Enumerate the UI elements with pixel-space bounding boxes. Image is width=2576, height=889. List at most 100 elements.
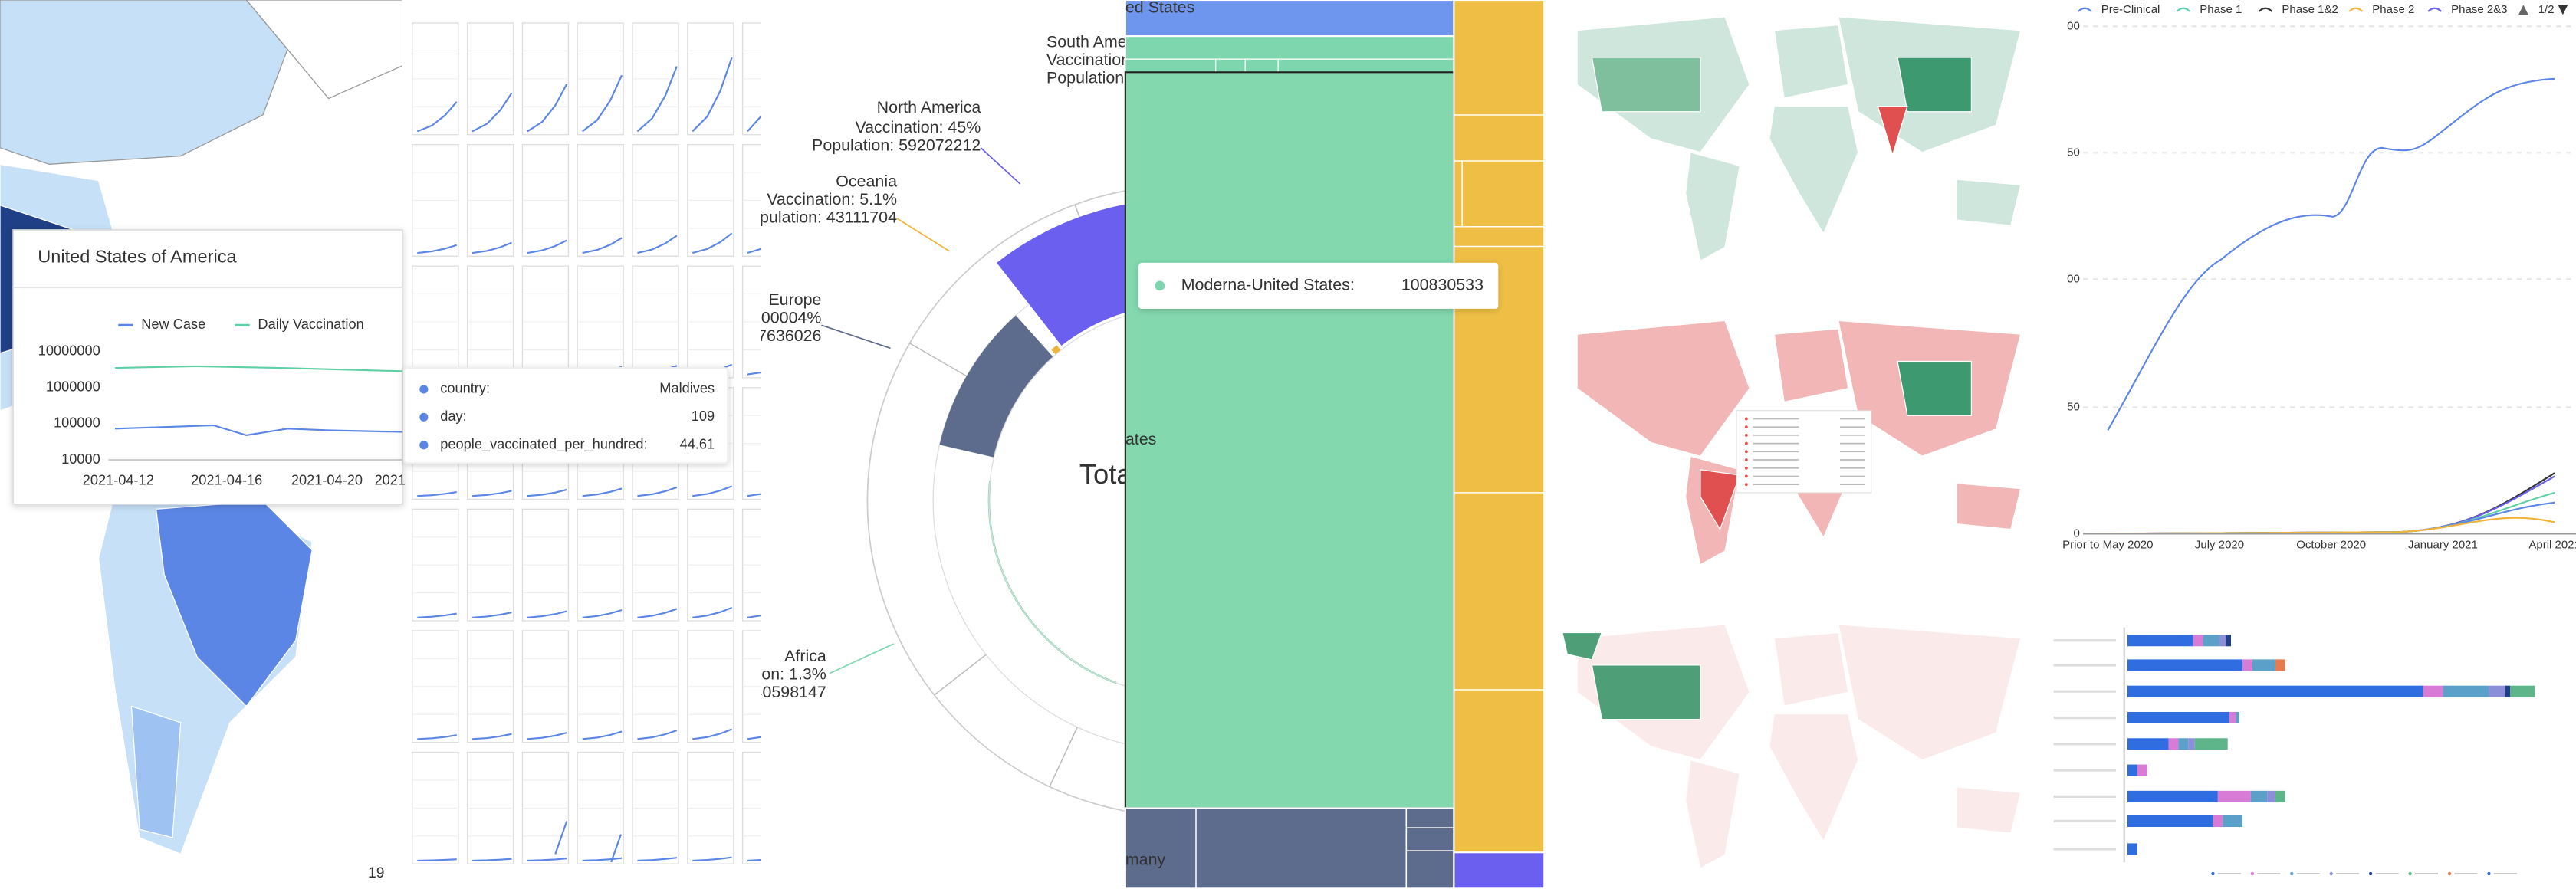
cell-line	[472, 612, 512, 618]
y-tick-label: 50	[2067, 146, 2080, 159]
y-tick-label: 0	[2074, 527, 2080, 540]
bar-segment	[2443, 685, 2489, 697]
y-tick-label: 00	[2067, 272, 2080, 285]
cell-line	[582, 487, 623, 497]
cell-line	[417, 858, 457, 861]
tooltip-background	[1138, 262, 1499, 309]
bar-segment	[2178, 738, 2189, 750]
x-tick-label: October 2020	[2296, 538, 2366, 551]
bar-segment	[2275, 790, 2285, 802]
tooltip-dot	[1744, 458, 1748, 461]
donut-segment	[997, 204, 1125, 346]
cell-label: ates	[1125, 430, 1156, 448]
y-tick-label: 10000000	[38, 343, 100, 358]
legend-swatch	[2348, 7, 2364, 12]
tooltip-dot	[1744, 466, 1748, 470]
x-tick-label: July 2020	[2195, 538, 2244, 551]
series-line	[2083, 501, 2555, 535]
bar-segment	[2510, 685, 2535, 697]
grid-panel	[412, 22, 761, 864]
tooltip-label: Moderna-United States:	[1181, 276, 1355, 294]
treemap-cell	[1215, 58, 1246, 73]
series-line	[114, 365, 403, 372]
bar-segment	[2423, 685, 2443, 697]
segment-label: 000004%	[752, 308, 821, 326]
cell-line	[581, 74, 623, 133]
tooltip-dot	[1744, 425, 1748, 429]
tooltip-dot	[419, 412, 429, 422]
y-tick-label: 100000	[54, 415, 100, 431]
bar-segment	[2128, 843, 2137, 855]
cell-line	[637, 235, 678, 254]
legend-dot	[2329, 871, 2333, 876]
region	[1773, 24, 1849, 99]
tooltip-card: United States of America New Case Daily Va…	[12, 229, 406, 505]
cell-line	[582, 730, 623, 740]
cell-line	[472, 858, 512, 861]
bar-segment	[2252, 659, 2275, 671]
cell-line	[692, 728, 733, 740]
treemap-cell	[1453, 851, 1546, 889]
region	[1562, 631, 1603, 661]
cell-line	[637, 486, 678, 497]
pager-arrow	[2558, 5, 2568, 15]
region	[1769, 713, 1859, 843]
tooltip-dot	[1744, 450, 1748, 454]
region	[1591, 664, 1701, 720]
donut-segment	[1051, 345, 1061, 355]
tooltip-dot	[1744, 433, 1748, 437]
bar-segment	[2229, 711, 2236, 723]
treemap-cell	[1124, 71, 1455, 809]
bar-segment	[2505, 685, 2511, 697]
legend-label: Phase 1&2	[2282, 3, 2338, 16]
cell-line	[610, 834, 623, 863]
bar-segment	[2220, 635, 2226, 647]
cell-line	[747, 859, 761, 861]
segment-label: North America	[877, 98, 981, 116]
x-tick-label: April 2021	[2528, 538, 2576, 551]
cell-line	[527, 610, 567, 618]
bar-panel	[2053, 627, 2535, 876]
cell-label: ed States	[1125, 0, 1194, 16]
region	[1838, 624, 2022, 761]
series-line	[2083, 472, 2555, 535]
bar-segment	[2128, 635, 2193, 647]
y-tick-label: 1000000	[46, 379, 100, 395]
leader-line	[821, 324, 891, 349]
y-tick-label: 00	[2067, 19, 2080, 32]
leader-line	[980, 147, 1021, 185]
region	[1773, 328, 1849, 403]
region	[1700, 469, 1741, 531]
segment-label: 40598147	[754, 683, 826, 701]
legend-label: Pre-Clinical	[2101, 3, 2160, 16]
legend-swatch	[2176, 7, 2191, 12]
cell-line	[637, 857, 677, 861]
segment-label: 7636026	[757, 326, 821, 345]
card-title: United States of America	[38, 247, 237, 267]
legend-label: Phase 1	[2200, 3, 2242, 16]
region	[1956, 482, 2022, 530]
donut-segment	[939, 315, 1053, 458]
treemap-cell	[1244, 58, 1279, 73]
bar-segment	[2128, 711, 2229, 723]
x-tick-label: 2021-04-20	[291, 473, 363, 488]
region	[1684, 759, 1741, 870]
region	[0, 0, 288, 165]
cell-line	[692, 606, 733, 618]
region	[1956, 179, 2022, 226]
x-tick-label: 2021-04-16	[191, 473, 262, 488]
x-tick-label: 2021-04-12	[83, 473, 154, 488]
tooltip-dot	[1744, 417, 1748, 421]
tooltip-label: day:	[440, 408, 466, 424]
cell-line	[527, 488, 567, 497]
bar-segment	[2213, 815, 2223, 827]
cell-line	[636, 66, 678, 133]
bar-segment	[2194, 738, 2228, 750]
tooltip-dot	[1744, 483, 1748, 487]
cell-line	[472, 241, 512, 254]
world-map	[1576, 16, 2022, 262]
cell-line	[747, 248, 761, 254]
legend-swatch	[2258, 7, 2273, 12]
series-line	[2083, 475, 2555, 535]
